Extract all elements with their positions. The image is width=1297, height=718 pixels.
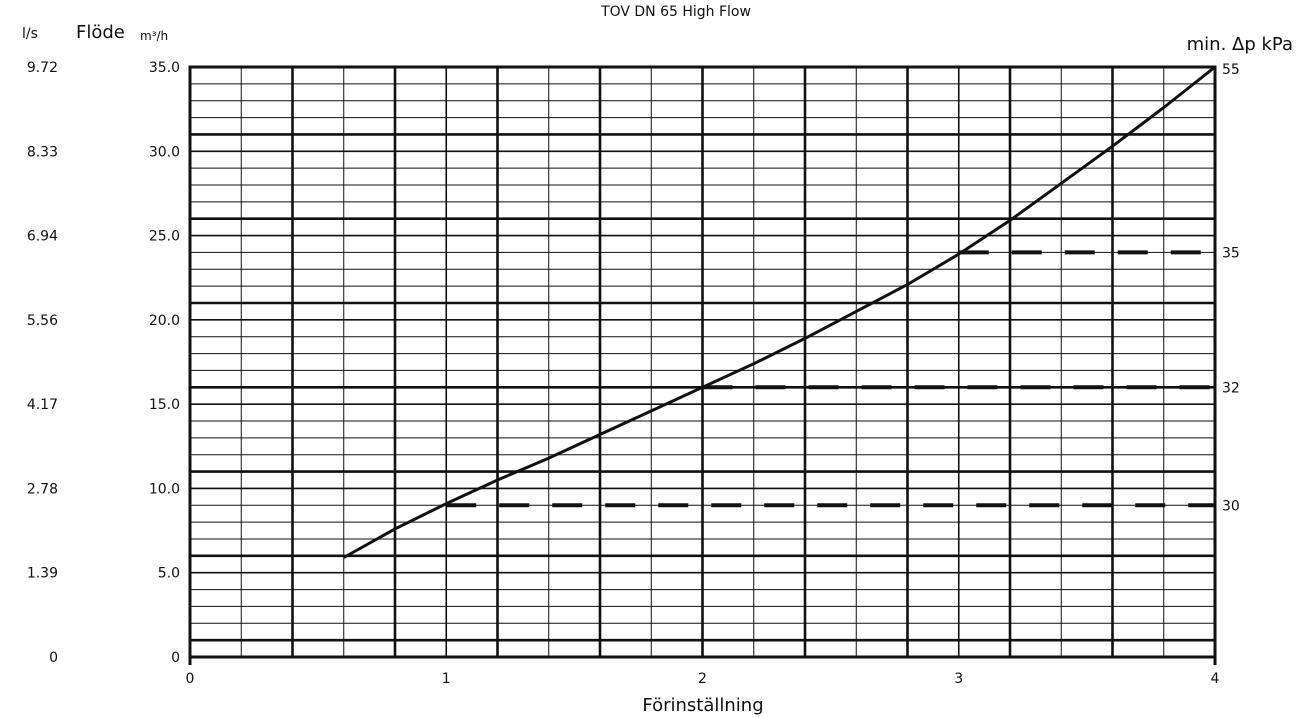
right-axis-title: min. Δp kPa (1187, 34, 1293, 55)
y2-tick-label: 4.17 (27, 397, 58, 413)
y-tick-label: 10.0 (149, 481, 180, 497)
y-tick-label: 5.0 (158, 566, 180, 582)
chart-title: TOV DN 65 High Flow (600, 4, 751, 20)
y2-tick-label: 9.72 (27, 60, 58, 76)
x-tick-label: 4 (1211, 671, 1220, 687)
end-label: 55 (1222, 62, 1240, 78)
y2-tick-label: 2.78 (27, 481, 58, 497)
y2-tick-label: 5.56 (27, 313, 58, 329)
y-tick-label: 0 (171, 650, 180, 666)
y2-tick-label: 1.39 (27, 566, 58, 582)
reference-labels: 30 32 35 (1222, 245, 1240, 514)
x-axis-title: Förinställning (642, 695, 763, 716)
y2-tick-label: 8.33 (27, 144, 58, 160)
y2-tick-labels: 0 1.39 2.78 4.17 5.56 6.94 8.33 9.72 (27, 60, 58, 666)
y2-axis-title: l/s (22, 26, 38, 42)
reference-label: 32 (1222, 380, 1240, 396)
plot-frame (188, 65, 1217, 665)
y-tick-label: 15.0 (149, 397, 180, 413)
y-axis-title: Flöde (76, 22, 125, 43)
x-tick-label: 2 (698, 671, 707, 687)
reference-label: 30 (1222, 498, 1240, 514)
flow-curve (343, 65, 1216, 559)
x-tick-labels: 0 1 2 3 4 (186, 671, 1220, 687)
reference-label: 35 (1222, 245, 1240, 261)
x-tick-label: 0 (186, 671, 195, 687)
y-tick-label: 20.0 (149, 313, 180, 329)
x-tick-label: 3 (954, 671, 963, 687)
reference-lines (446, 250, 1215, 508)
y-axis-unit: m³/h (140, 29, 168, 43)
y-tick-label: 25.0 (149, 229, 180, 245)
y-tick-labels: 0 5.0 10.0 15.0 20.0 25.0 30.0 35.0 (149, 60, 180, 666)
y2-tick-label: 0 (49, 650, 58, 666)
y2-tick-label: 6.94 (27, 229, 58, 245)
y-tick-label: 30.0 (149, 144, 180, 160)
y-tick-label: 35.0 (149, 60, 180, 76)
x-tick-label: 1 (442, 671, 451, 687)
